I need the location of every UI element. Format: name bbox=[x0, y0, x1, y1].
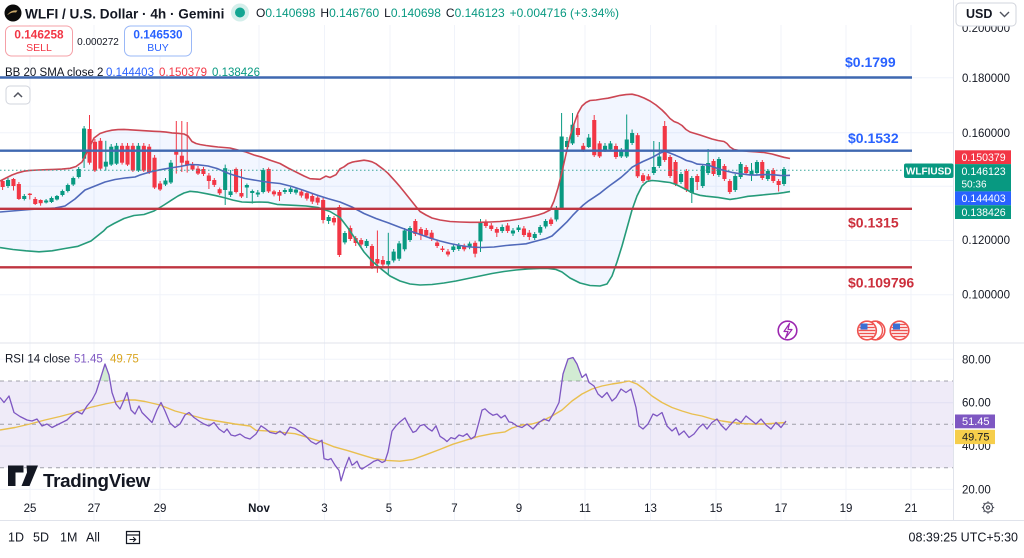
svg-text:5: 5 bbox=[386, 503, 392, 515]
svg-text:0.100000: 0.100000 bbox=[962, 290, 1010, 302]
svg-text:21: 21 bbox=[905, 503, 918, 515]
svg-text:7: 7 bbox=[451, 503, 457, 515]
svg-text:$0.109796: $0.109796 bbox=[848, 275, 914, 291]
svg-text:RSI 14 close: RSI 14 close bbox=[5, 354, 70, 366]
svg-text:0.138426: 0.138426 bbox=[212, 67, 260, 79]
svg-text:17: 17 bbox=[775, 503, 788, 515]
svg-text:20.00: 20.00 bbox=[962, 484, 991, 496]
svg-text:TradingView: TradingView bbox=[43, 470, 151, 491]
svg-text:5D: 5D bbox=[33, 531, 49, 545]
svg-text:0.146530: 0.146530 bbox=[133, 28, 183, 42]
svg-text:$0.1532: $0.1532 bbox=[848, 130, 899, 146]
svg-text:0.138426: 0.138426 bbox=[962, 207, 1006, 219]
svg-text:49.75: 49.75 bbox=[110, 354, 139, 366]
svg-text:1M: 1M bbox=[60, 531, 77, 545]
svg-text:11: 11 bbox=[579, 503, 591, 515]
svg-text:0.146258: 0.146258 bbox=[14, 28, 64, 42]
svg-text:60.00: 60.00 bbox=[962, 398, 991, 410]
svg-text:BUY: BUY bbox=[147, 42, 169, 54]
svg-text:0.150379: 0.150379 bbox=[159, 67, 207, 79]
svg-text:9: 9 bbox=[516, 503, 522, 515]
svg-text:$0.1799: $0.1799 bbox=[845, 54, 896, 70]
svg-text:19: 19 bbox=[840, 503, 853, 515]
svg-text:$0.1315: $0.1315 bbox=[848, 215, 899, 231]
svg-text:13: 13 bbox=[644, 503, 657, 515]
svg-text:15: 15 bbox=[710, 503, 723, 515]
svg-text:50:36: 50:36 bbox=[962, 180, 987, 191]
svg-text:3: 3 bbox=[321, 503, 327, 515]
svg-text:27: 27 bbox=[88, 503, 101, 515]
svg-text:51.45: 51.45 bbox=[74, 354, 103, 366]
svg-text:0.160000: 0.160000 bbox=[962, 128, 1010, 140]
svg-text:SELL: SELL bbox=[26, 42, 52, 54]
svg-text:25: 25 bbox=[24, 503, 37, 515]
svg-text:USD: USD bbox=[966, 7, 992, 21]
svg-text:1D: 1D bbox=[8, 531, 24, 545]
svg-text:08:39:25 UTC+5:30: 08:39:25 UTC+5:30 bbox=[909, 531, 1018, 545]
svg-text:80.00: 80.00 bbox=[962, 354, 991, 366]
svg-text:WLFI / U.S. Dollar · 4h · Gemi: WLFI / U.S. Dollar · 4h · Gemini bbox=[25, 7, 224, 22]
svg-text:0.000272: 0.000272 bbox=[77, 37, 119, 48]
svg-text:Nov: Nov bbox=[248, 503, 270, 515]
svg-text:0.150379: 0.150379 bbox=[962, 152, 1006, 164]
svg-text:49.75: 49.75 bbox=[962, 432, 990, 444]
svg-text:BB 20 SMA close 2: BB 20 SMA close 2 bbox=[5, 67, 103, 79]
svg-text:0.120000: 0.120000 bbox=[962, 235, 1010, 247]
svg-text:0.146123: 0.146123 bbox=[962, 166, 1006, 178]
svg-text:51.45: 51.45 bbox=[962, 416, 990, 428]
svg-text:0.144403: 0.144403 bbox=[962, 193, 1006, 205]
svg-text:All: All bbox=[86, 531, 100, 545]
svg-text:29: 29 bbox=[154, 503, 167, 515]
svg-text:0.144403: 0.144403 bbox=[106, 67, 154, 79]
svg-text:WLFIUSD: WLFIUSD bbox=[906, 167, 952, 178]
svg-text:0.180000: 0.180000 bbox=[962, 73, 1010, 85]
